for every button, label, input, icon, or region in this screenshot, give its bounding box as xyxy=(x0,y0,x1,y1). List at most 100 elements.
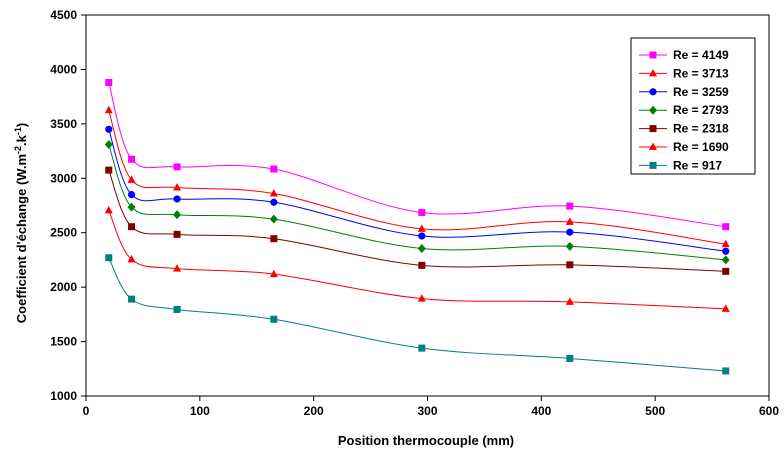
data-point xyxy=(173,195,181,203)
x-tick-label: 200 xyxy=(304,404,324,418)
legend-label: Re = 4149 xyxy=(673,48,729,62)
data-point xyxy=(722,223,730,231)
legend-item: Re = 2793 xyxy=(639,103,729,117)
data-point xyxy=(722,267,730,275)
legend-marker xyxy=(649,51,657,59)
data-point xyxy=(269,269,278,278)
data-point xyxy=(722,247,730,255)
legend-item: Re = 3259 xyxy=(639,85,729,99)
legend-label: Re = 3713 xyxy=(673,66,729,80)
legend-label: Re = 917 xyxy=(673,158,722,172)
legend-marker xyxy=(649,125,657,133)
series-line xyxy=(108,110,726,245)
data-point xyxy=(173,305,181,313)
data-point xyxy=(269,214,278,224)
series-6 xyxy=(104,205,730,312)
data-point xyxy=(566,354,574,362)
y-tick-label: 2000 xyxy=(50,280,77,294)
data-point xyxy=(105,166,113,174)
axes: 1000 1500 2000 2500 3000 3500 4000 4500 0 100 200 3… xyxy=(50,8,779,418)
series-line xyxy=(108,129,726,252)
x-tick-label: 500 xyxy=(645,404,665,418)
series-4 xyxy=(104,140,730,265)
legend: Re = 4149 Re = 3713 Re = 3259 Re = 2793 Re =… xyxy=(630,37,756,175)
data-point xyxy=(127,175,136,183)
x-tick-label: 100 xyxy=(190,404,210,418)
data-point xyxy=(270,235,278,243)
data-point xyxy=(721,304,730,312)
legend-label: Re = 3259 xyxy=(673,85,729,99)
series-1 xyxy=(105,78,730,231)
data-point xyxy=(721,255,730,265)
series-3 xyxy=(105,125,730,255)
legend-item: Re = 4149 xyxy=(639,48,729,62)
x-tick-label: 300 xyxy=(417,404,437,418)
data-point xyxy=(566,202,574,210)
data-point xyxy=(104,105,113,114)
legend-item: Re = 3713 xyxy=(639,66,729,80)
data-point xyxy=(418,261,426,269)
y-tick-label: 2500 xyxy=(50,226,77,240)
data-point xyxy=(418,344,426,352)
legend-marker xyxy=(649,105,657,115)
x-tick-label: 400 xyxy=(531,404,551,418)
data-point xyxy=(104,205,113,214)
data-point xyxy=(270,315,278,323)
series-layer xyxy=(104,78,730,375)
legend-item: Re = 1690 xyxy=(639,140,729,154)
legend-item: Re = 2318 xyxy=(639,122,729,136)
data-point xyxy=(173,264,182,272)
legend-label: Re = 2318 xyxy=(673,122,729,136)
data-point xyxy=(565,241,574,251)
series-line xyxy=(108,210,726,310)
data-point xyxy=(722,367,730,375)
data-point xyxy=(127,254,136,263)
legend-item: Re = 917 xyxy=(639,158,722,172)
legend-marker xyxy=(649,68,657,77)
data-point xyxy=(173,210,182,220)
data-point xyxy=(173,163,181,171)
data-point xyxy=(105,254,113,262)
data-point xyxy=(104,140,113,150)
data-point xyxy=(270,198,278,206)
y-tick-label: 1000 xyxy=(50,389,77,403)
data-point xyxy=(128,223,136,231)
data-point xyxy=(173,230,181,238)
series-line xyxy=(108,169,726,272)
legend-label: Re = 2793 xyxy=(673,103,729,117)
series-line xyxy=(108,144,726,261)
y-axis-title: Coefficient d'échange (W.m-2.k-1) xyxy=(13,123,29,323)
data-point xyxy=(127,191,136,199)
data-point xyxy=(173,183,182,191)
data-point xyxy=(418,209,426,217)
data-point xyxy=(128,155,136,163)
y-tick-label: 4500 xyxy=(50,8,77,22)
data-point xyxy=(566,228,574,236)
x-tick-label: 600 xyxy=(759,404,779,418)
data-point xyxy=(418,232,426,240)
legend-marker xyxy=(649,142,657,150)
data-point xyxy=(417,243,426,253)
data-point xyxy=(566,261,574,269)
data-point xyxy=(417,224,426,232)
x-tick-label: 0 xyxy=(83,404,90,418)
legend-marker xyxy=(649,88,657,96)
y-tick-label: 1500 xyxy=(50,335,77,349)
data-point xyxy=(565,217,574,225)
data-point xyxy=(721,239,730,248)
data-point xyxy=(105,125,113,133)
data-point xyxy=(417,294,426,302)
legend-box xyxy=(630,37,756,175)
data-point xyxy=(127,202,136,212)
data-point xyxy=(565,297,574,305)
series-5 xyxy=(105,166,730,275)
data-point xyxy=(128,295,136,303)
x-axis-title: Position thermocouple (mm) xyxy=(338,433,514,448)
legend-label: Re = 1690 xyxy=(673,140,729,154)
y-tick-label: 4000 xyxy=(50,62,77,76)
data-point xyxy=(105,78,113,86)
y-tick-label: 3500 xyxy=(50,117,77,131)
series-7 xyxy=(105,254,730,375)
series-2 xyxy=(104,105,730,248)
